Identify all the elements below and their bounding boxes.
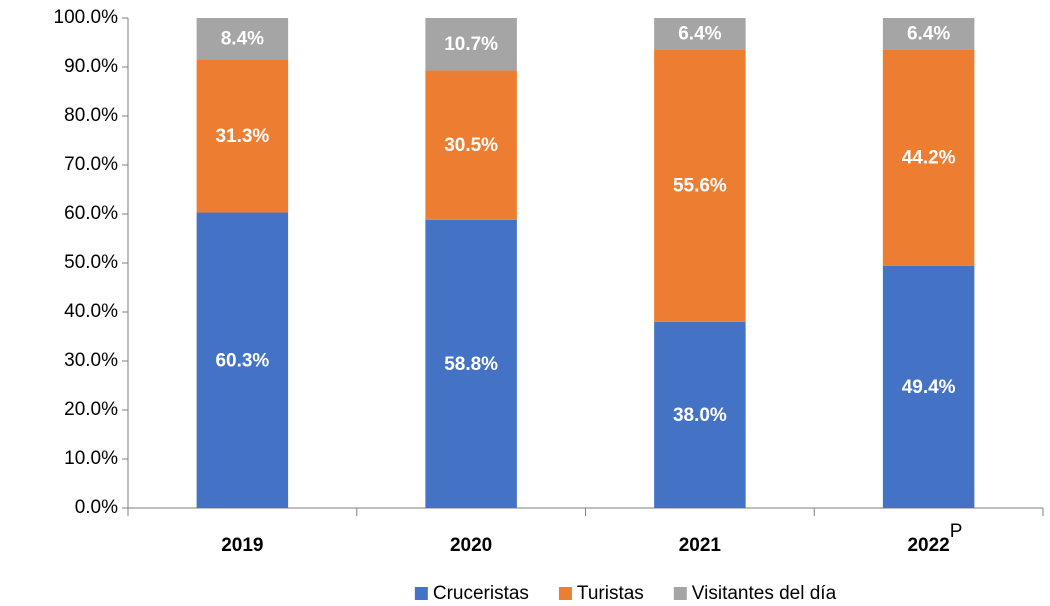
y-tick-label: 60.0% <box>64 203 118 224</box>
y-tick-label: 70.0% <box>64 154 118 175</box>
value-label: 6.4% <box>907 24 950 45</box>
bar-segment <box>882 49 975 266</box>
y-tick-label: 10.0% <box>64 448 118 469</box>
value-label: 38.0% <box>673 405 727 426</box>
legend-swatch <box>558 587 572 600</box>
x-tick-label: 2022 <box>907 535 949 556</box>
legend-label: Turistas <box>577 583 644 604</box>
value-label: 58.8% <box>444 354 498 375</box>
bar-segment <box>196 18 289 60</box>
value-label: 6.4% <box>678 24 721 45</box>
y-tick-label: 20.0% <box>64 399 118 420</box>
y-tick-label: 40.0% <box>64 301 118 322</box>
bar-segment <box>196 212 289 508</box>
x-tick-label: 2021 <box>679 535 722 556</box>
y-tick-label: 100.0% <box>54 7 119 28</box>
bar-segment <box>196 59 289 213</box>
bar-segment <box>654 321 746 508</box>
bar-segment <box>882 18 975 50</box>
value-label: 49.4% <box>902 377 956 398</box>
value-label: 30.5% <box>444 135 498 156</box>
bar-segment <box>425 219 517 508</box>
y-tick-label: 80.0% <box>64 105 118 126</box>
legend-label: Visitantes del día <box>692 583 837 604</box>
value-label: 10.7% <box>444 34 498 55</box>
legend-label: Cruceristas <box>433 583 529 604</box>
value-label: 8.4% <box>221 29 264 50</box>
value-label: 60.3% <box>215 350 269 371</box>
y-tick-label: 0.0% <box>75 497 118 518</box>
annotation: P <box>950 521 963 542</box>
bar-segment <box>425 18 517 71</box>
legend-swatch <box>414 587 428 600</box>
y-tick-label: 90.0% <box>64 56 118 77</box>
value-label: 55.6% <box>673 176 727 197</box>
x-tick-label: 2019 <box>221 535 263 556</box>
bar-segment <box>425 70 517 220</box>
bar-segment <box>654 49 746 322</box>
value-label: 31.3% <box>215 126 269 147</box>
y-tick-label: 30.0% <box>64 350 118 371</box>
bar-segment <box>882 265 975 508</box>
x-tick-label: 2020 <box>450 535 492 556</box>
legend-swatch <box>673 587 687 600</box>
y-tick-label: 50.0% <box>64 252 118 273</box>
value-label: 44.2% <box>902 148 956 169</box>
bar-segment <box>654 18 746 50</box>
